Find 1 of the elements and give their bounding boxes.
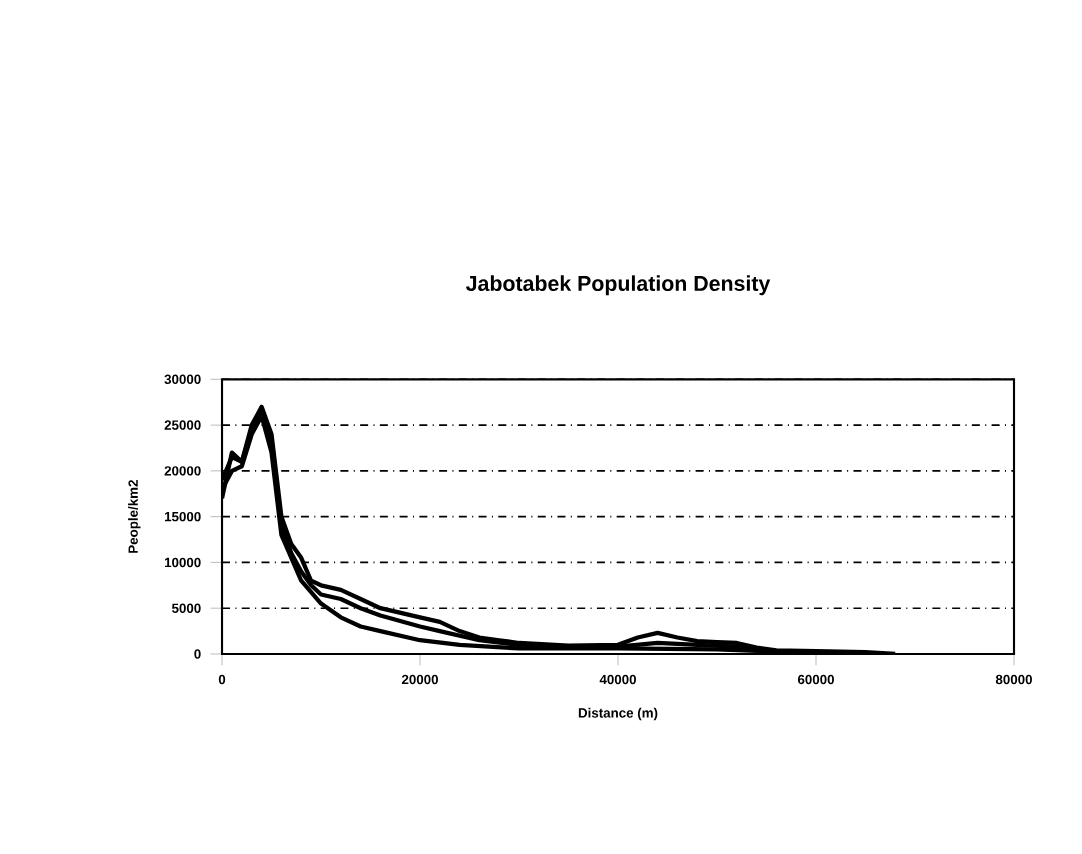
chart-title: Jabotabek Population Density — [466, 275, 771, 296]
